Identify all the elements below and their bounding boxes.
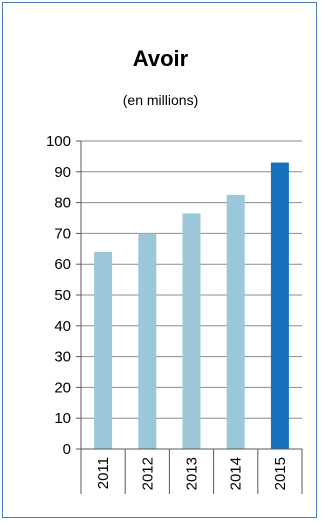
x-tick-labels: 2011 2012 2013 2014 2015 xyxy=(95,457,289,490)
chart-subtitle: (en millions) xyxy=(122,92,199,108)
y-tick-label: 60 xyxy=(54,256,71,273)
y-tick-label: 10 xyxy=(54,410,71,427)
y-tick-label: 0 xyxy=(63,441,71,458)
x-tick-label: 2015 xyxy=(272,457,289,490)
chart-title: Avoir xyxy=(132,46,189,71)
y-tick-labels: 0 10 20 30 40 50 60 70 80 90 100 xyxy=(46,133,71,458)
x-tick-label: 2011 xyxy=(95,457,112,489)
y-tick-label: 20 xyxy=(54,379,71,396)
bar-2015 xyxy=(270,162,289,449)
y-tick-label: 80 xyxy=(54,195,71,212)
bar-2013 xyxy=(182,213,201,449)
axes xyxy=(76,140,303,494)
y-tick-label: 30 xyxy=(54,349,71,366)
bars xyxy=(94,162,289,449)
y-tick-label: 90 xyxy=(54,164,71,181)
y-tick-label: 100 xyxy=(46,133,71,150)
x-tick-label: 2012 xyxy=(139,457,156,490)
bar-2014 xyxy=(226,194,245,449)
y-tick-label: 40 xyxy=(54,318,71,335)
x-tick-label: 2014 xyxy=(228,457,245,490)
y-tick-label: 70 xyxy=(54,225,71,242)
chart-frame xyxy=(2,2,317,518)
x-tick-label: 2013 xyxy=(184,457,201,490)
bar-2011 xyxy=(94,251,113,449)
bar-2012 xyxy=(138,233,157,449)
y-tick-label: 50 xyxy=(54,287,71,304)
